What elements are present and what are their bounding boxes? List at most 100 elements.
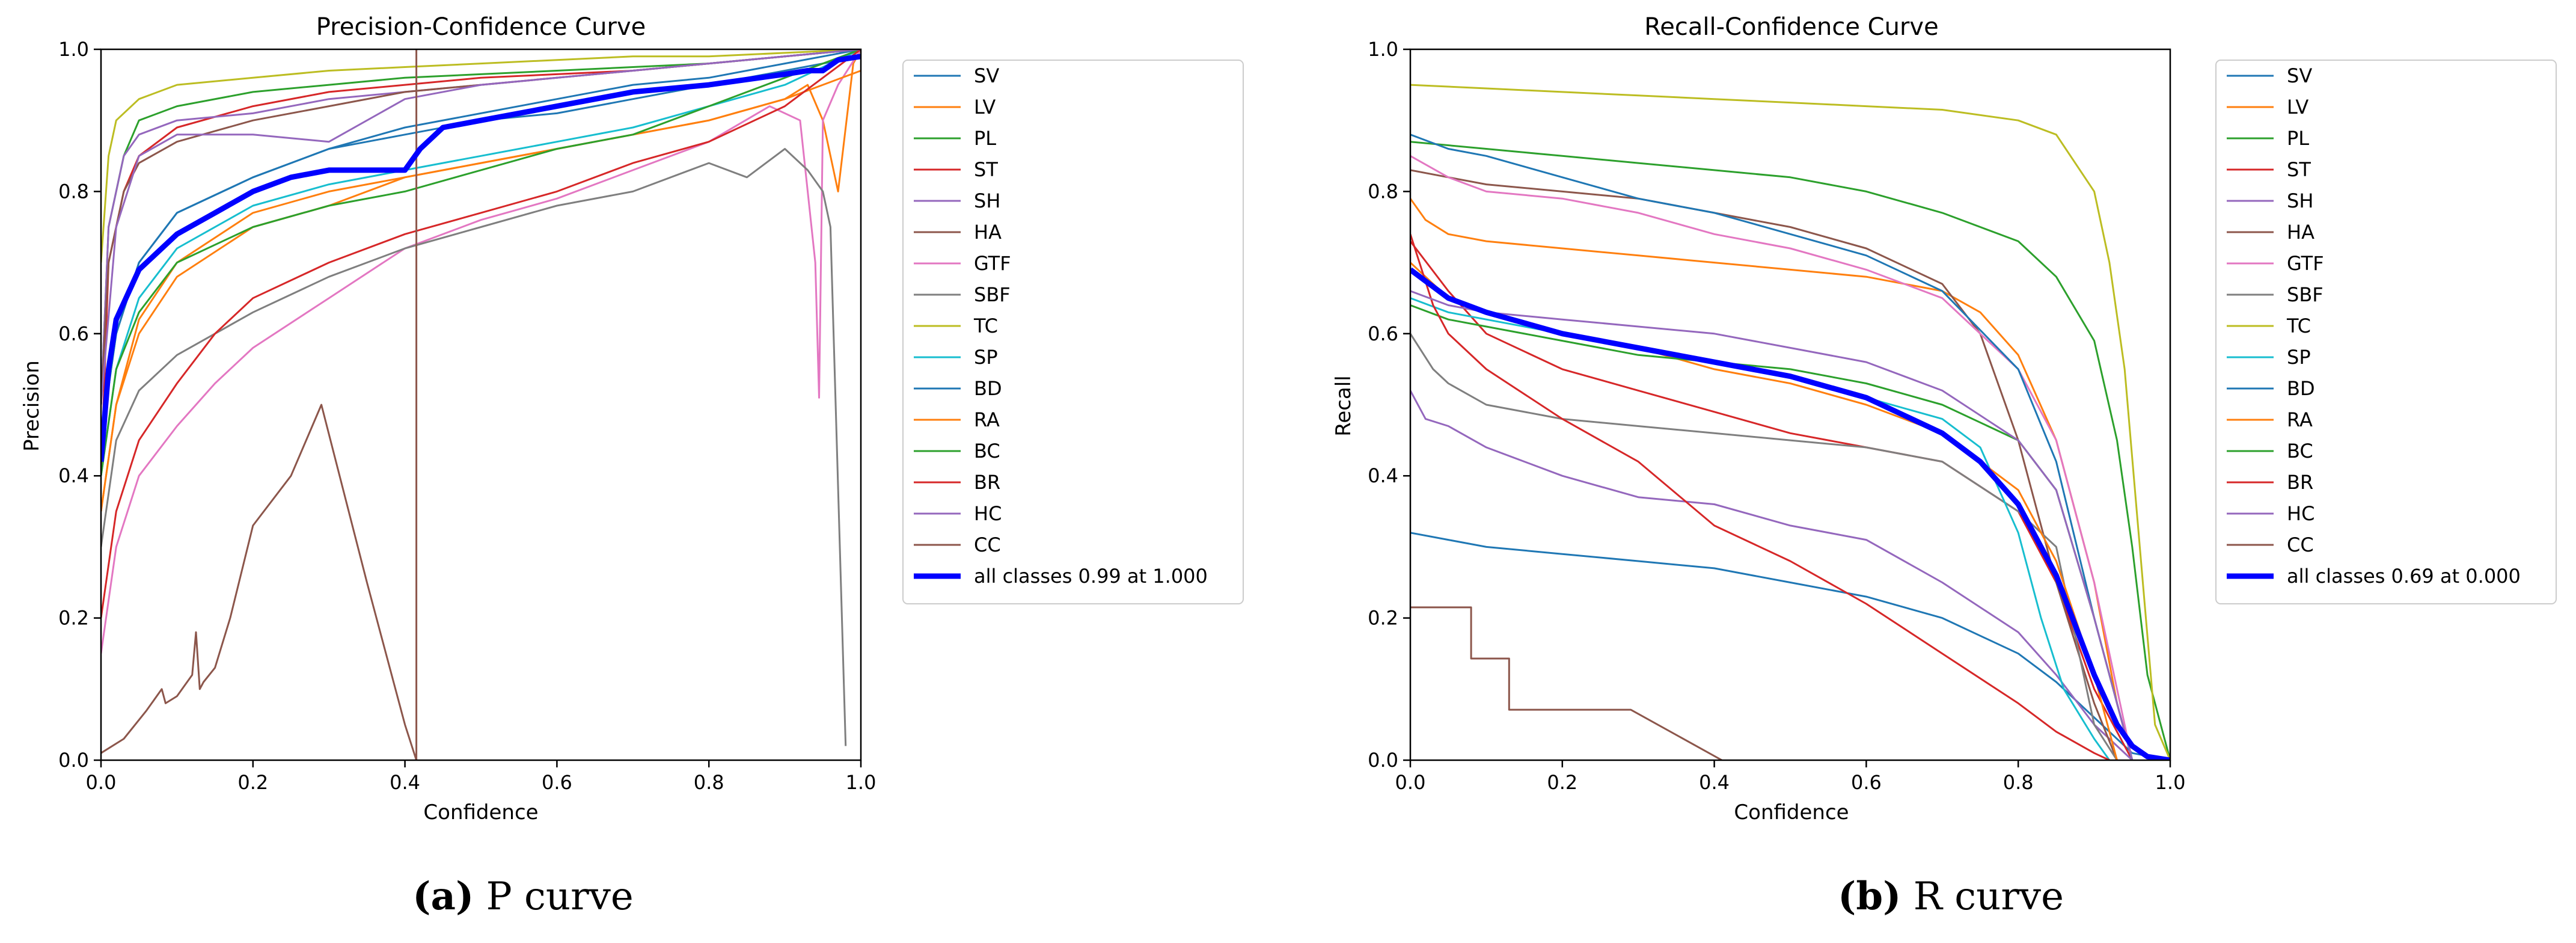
precision-confidence-panel: Precision-Confidence Curve Confidence Pr… (20, 13, 1244, 919)
legend-label: BC (2287, 440, 2313, 462)
legend-label: SH (2287, 189, 2313, 212)
x-tick-label: 0.6 (1851, 771, 1882, 794)
series-line-sp (1410, 297, 2111, 760)
legend-label: SV (974, 64, 999, 87)
legend-label: HA (974, 221, 1002, 244)
legend-label: SP (974, 346, 998, 369)
series-line-ha (1410, 169, 2118, 760)
series-line-tc (101, 49, 861, 263)
legend-label: BC (974, 440, 1000, 462)
y-tick-label: 0.2 (58, 607, 89, 630)
plot-area: 0.0 0.2 0.4 0.6 0.8 1.0 0.0 0.2 0.4 0.6 0.8 1.0 (58, 38, 876, 794)
legend-label: LV (974, 96, 996, 118)
panel-caption: (b) R curve (1838, 874, 2064, 919)
series-line-all-classes-0-69-at-0-000 (1410, 267, 2170, 760)
x-tick-label: 0.8 (694, 771, 724, 794)
legend-label: HA (2287, 221, 2314, 244)
legend-label: PL (974, 127, 996, 150)
legend-label: PL (2287, 127, 2309, 150)
series-line-cc (1410, 606, 1722, 760)
y-tick-label: 0.4 (58, 464, 89, 487)
y-tick-label: 0.6 (1368, 322, 1398, 345)
legend-label: GTF (2287, 252, 2324, 275)
panel-caption-text: R curve (1914, 874, 2064, 919)
series-line-bd (101, 49, 861, 441)
series-line-pl (1410, 141, 2170, 760)
y-tick-label: 0.6 (58, 322, 89, 345)
plot-area: 0.0 0.2 0.4 0.6 0.8 1.0 0.0 0.2 0.4 0.6 0.8 1.0 (1368, 38, 2185, 794)
x-tick-label: 0.0 (1395, 771, 1426, 794)
legend-frame (2215, 60, 2557, 604)
panel-caption-text: P curve (486, 874, 634, 919)
series-line-sh (1410, 390, 2133, 760)
x-axis-label: Confidence (1734, 800, 1849, 825)
y-tick-label: 1.0 (1368, 38, 1398, 61)
legend-frame (902, 60, 1244, 604)
y-tick-label: 0.0 (58, 749, 89, 772)
panel-caption: (a) P curve (412, 874, 633, 919)
legend-label: SBF (2287, 283, 2324, 306)
series-line-cc (101, 49, 418, 760)
legend-label: SH (974, 189, 1000, 212)
series-line-bc (101, 49, 861, 476)
series-line-sbf (1410, 333, 2118, 760)
series-line-all-classes-0-99-at-1-000 (101, 54, 861, 462)
legend-label: BR (2287, 471, 2313, 494)
x-tick-label: 0.0 (86, 771, 117, 794)
legend-label: SBF (974, 283, 1011, 306)
series-line-lv (1410, 198, 2134, 760)
series-line-br (101, 49, 861, 618)
legend-label: BD (2287, 377, 2315, 400)
legend-label: all classes 0.69 at 0.000 (2287, 565, 2521, 588)
series-line-gtf (101, 49, 861, 654)
chart-title: Recall-Confidence Curve (1644, 13, 1938, 41)
legend-label: BR (974, 471, 1000, 494)
series-line-sv (1410, 532, 2170, 760)
series-line-ra (1410, 262, 2118, 760)
y-axis-label: Precision (20, 360, 44, 452)
x-tick-label: 0.2 (237, 771, 268, 794)
series-line-br (1410, 233, 2110, 760)
y-tick-label: 0.8 (58, 180, 89, 203)
x-tick-label: 0.6 (542, 771, 572, 794)
chart-title: Precision-Confidence Curve (316, 13, 646, 41)
series-line-bd (1410, 134, 2134, 760)
y-tick-label: 1.0 (58, 38, 89, 61)
panel-label: (a) (412, 874, 474, 919)
y-tick-label: 0.0 (1368, 749, 1398, 772)
legend: SV LV PL ST SH HA GTF SBF TC SP BD RA BC BR HC CC all cl… (902, 60, 1244, 604)
y-tick-label: 0.2 (1368, 607, 1398, 630)
legend-label: RA (974, 408, 1000, 431)
recall-confidence-panel: Recall-Confidence Curve Confidence Recal… (1332, 13, 2557, 919)
series-line-tc (1410, 84, 2170, 760)
axes-frame (100, 48, 862, 761)
x-tick-label: 0.4 (390, 771, 420, 794)
x-axis-label: Confidence (423, 800, 538, 825)
legend-label: TC (973, 315, 998, 337)
legend-label: SV (2287, 64, 2312, 87)
legend-label: TC (2286, 315, 2311, 337)
series-line-gtf (1410, 155, 2134, 760)
x-tick-label: 1.0 (2155, 771, 2186, 794)
legend-label: GTF (974, 252, 1011, 275)
legend-label: ST (2287, 158, 2311, 181)
series-line-hc (1410, 290, 2134, 760)
legend: SV LV PL ST SH HA GTF SBF TC SP BD RA BC BR HC CC all cl… (2215, 60, 2557, 604)
y-tick-label: 0.8 (1368, 180, 1398, 203)
series-line-sbf (101, 148, 847, 746)
series-lines (101, 49, 861, 760)
axes-frame (1409, 48, 2171, 761)
x-tick-label: 0.8 (2003, 771, 2034, 794)
legend-label: BD (974, 377, 1002, 400)
panel-label: (b) (1838, 874, 1901, 919)
legend-label: RA (2287, 408, 2313, 431)
legend-label: HC (974, 502, 1002, 525)
legend-label: SP (2287, 346, 2311, 369)
legend-label: all classes 0.99 at 1.000 (974, 565, 1208, 588)
legend-label: LV (2287, 96, 2308, 118)
legend-label: CC (974, 533, 1001, 556)
series-line-hc (101, 49, 861, 405)
y-axis-label: Recall (1332, 375, 1356, 436)
x-tick-label: 1.0 (846, 771, 877, 794)
